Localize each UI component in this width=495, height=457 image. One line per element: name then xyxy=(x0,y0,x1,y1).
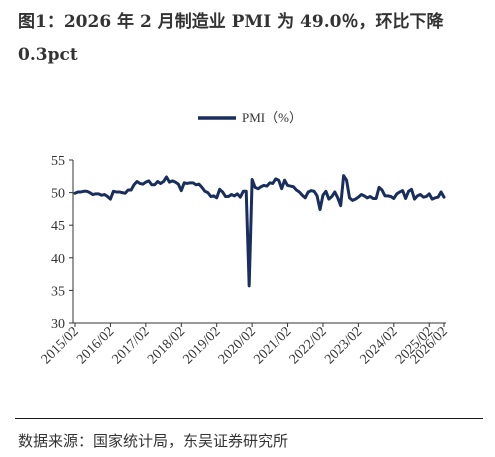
x-tick-label: 2024/02 xyxy=(358,324,401,367)
figure-title: 图1：2026 年 2 月制造业 PMI 为 49.0％，环比下降 0.3pct xyxy=(18,12,444,65)
legend-label: PMI（%） xyxy=(242,110,302,125)
x-tick-label: 2017/02 xyxy=(110,324,153,367)
y-axis: 30 35 40 45 50 55 xyxy=(51,154,74,332)
x-tick-label: 2023/02 xyxy=(322,324,365,367)
source-note: 数据来源：国家统计局，东吴证券研究所 xyxy=(18,432,289,450)
y-tick-label: 40 xyxy=(51,252,65,267)
x-tick-label: 2016/02 xyxy=(74,324,117,367)
series-line-pmi xyxy=(73,174,446,288)
y-tick-label: 55 xyxy=(51,154,65,169)
footer-rule xyxy=(15,418,483,419)
x-tick-label: 2020/02 xyxy=(216,324,259,367)
x-tick-label: 2019/02 xyxy=(180,324,223,367)
legend: PMI（%） xyxy=(198,110,302,125)
x-tick-label: 2018/02 xyxy=(145,324,188,367)
x-tick-label: 2022/02 xyxy=(287,324,330,367)
y-tick-label: 50 xyxy=(51,187,65,202)
y-tick-label: 35 xyxy=(51,284,65,299)
pmi-line-chart: PMI（%） 30 35 40 45 50 55 2015/022016/022017/0… xyxy=(39,110,451,367)
y-tick-label: 45 xyxy=(51,219,65,234)
x-axis: 2015/022016/022017/022018/022019/022020/… xyxy=(39,322,451,367)
y-tick-label: 30 xyxy=(51,317,65,332)
x-tick-label: 2021/02 xyxy=(251,324,294,367)
